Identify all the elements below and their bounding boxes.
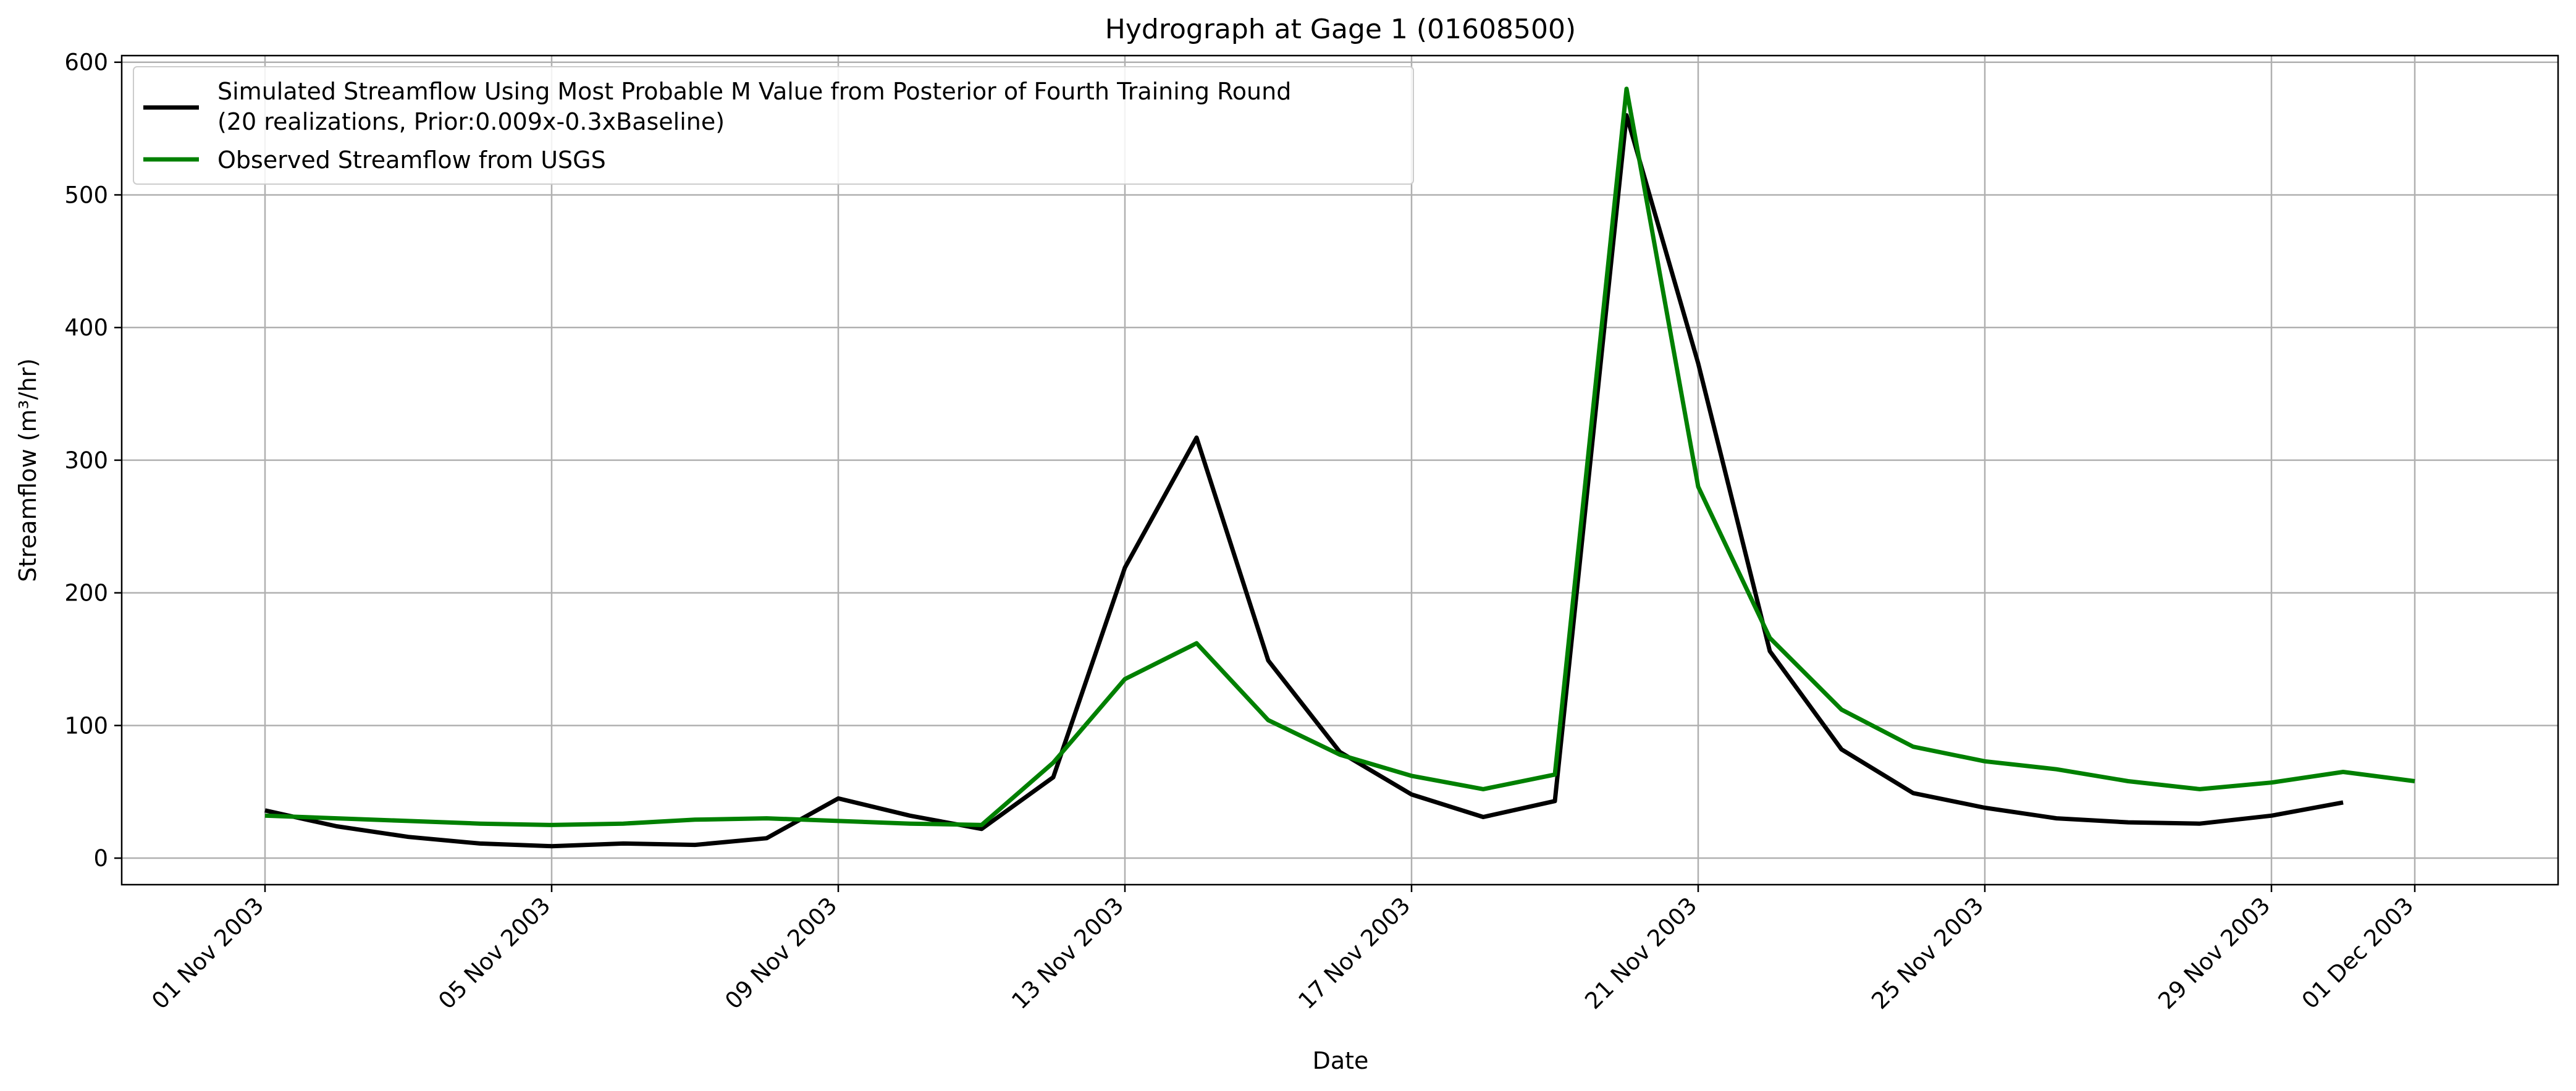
chart-title: Hydrograph at Gage 1 (01608500) [1105,14,1576,45]
y-tick-label: 0 [93,845,108,872]
y-axis-label: Streamflow (m³/hr) [14,358,41,582]
simulated-streamflow-line [264,113,2344,849]
y-tick-label: 200 [64,580,108,607]
x-axis-label: Date [1313,1047,1369,1074]
series-lines [264,86,2415,849]
plot-frame [120,54,2559,886]
y-tick-label: 400 [64,314,108,341]
legend-box [133,66,1414,185]
observed-streamflow-line [264,86,2415,827]
y-tick-label: 100 [64,712,108,739]
y-tick-label: 600 [64,49,108,76]
grid [122,56,2558,885]
legend-label-observed: Observed Streamflow from USGS [217,146,606,174]
legend: Simulated Streamflow Using Most Probable… [133,66,1414,185]
legend-label-simulated: Simulated Streamflow Using Most Probable… [217,78,1291,105]
legend-label-simulated-line2: (20 realizations, Prior:0.009x-0.3xBasel… [217,108,725,135]
y-tick-label: 300 [64,447,108,474]
y-tick-label: 500 [64,182,108,208]
